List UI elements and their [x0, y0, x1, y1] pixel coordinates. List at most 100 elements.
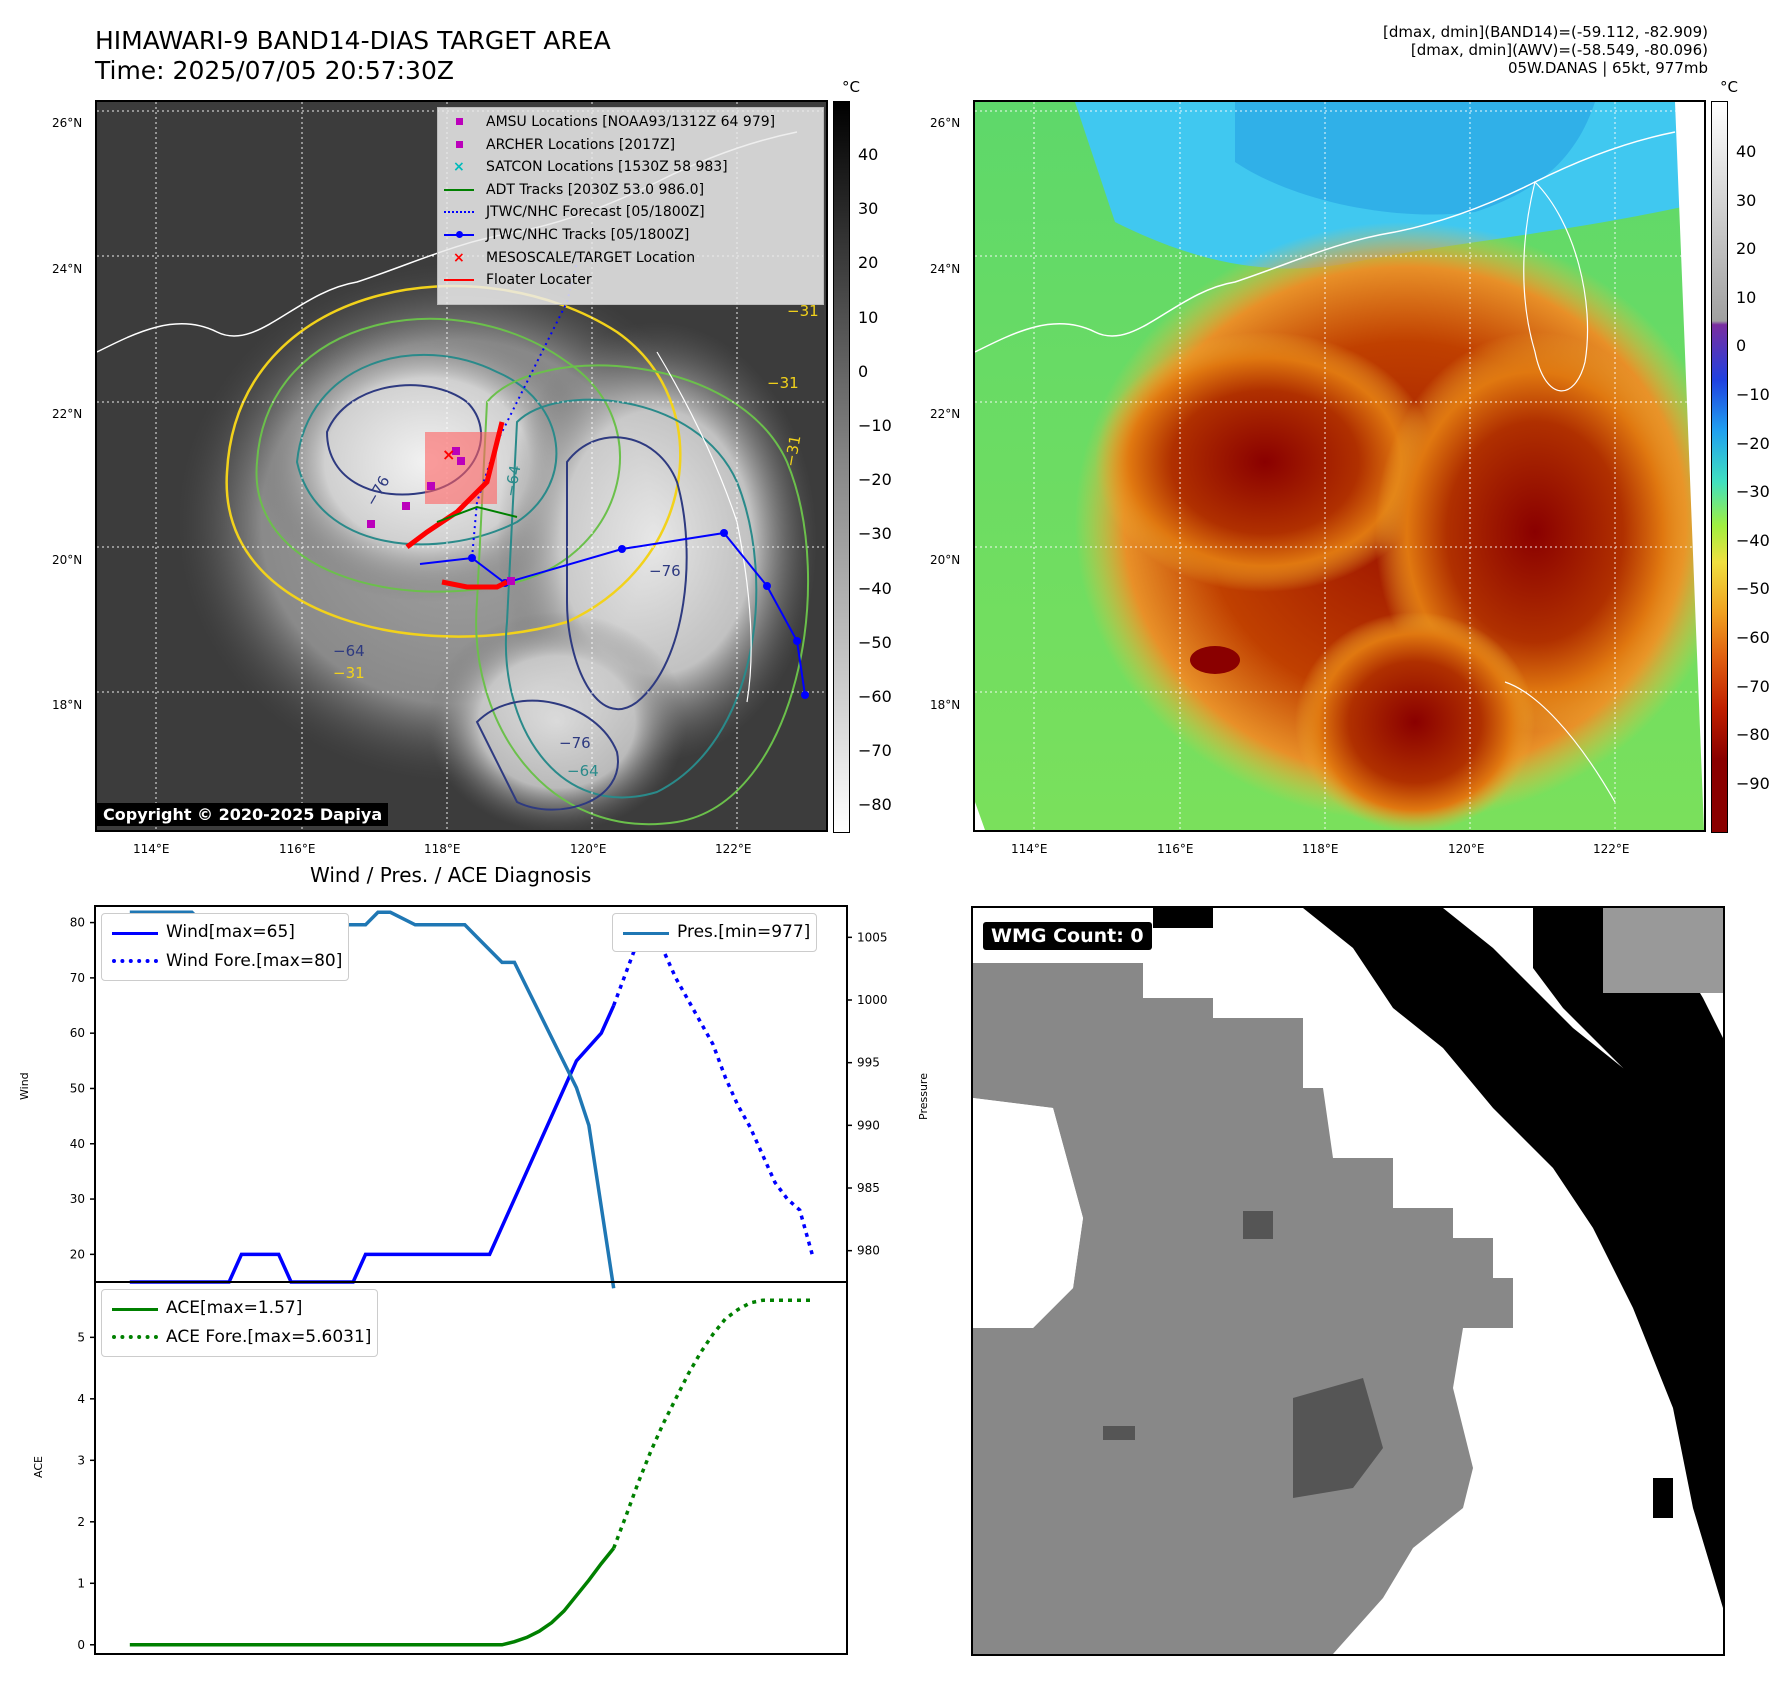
- diagnosis-title: Wind / Pres. / ACE Diagnosis: [310, 863, 592, 887]
- contour-label: −76: [559, 734, 591, 752]
- lon-label: 118°E: [424, 842, 461, 856]
- colorbar-tick-label: 20: [858, 253, 879, 273]
- title-line-2: Time: 2025/07/05 20:57:30Z: [95, 56, 454, 85]
- legend-wind-label: Wind[max=65]: [166, 922, 295, 942]
- track-dot-icon: [456, 230, 463, 238]
- wind-ytick-label: 30: [70, 1192, 85, 1206]
- satcon-marker-icon: ×: [453, 159, 465, 176]
- forecast-line-icon: [444, 211, 474, 214]
- ace-ytick-label: 4: [77, 1392, 85, 1406]
- wind-ytick-label: 80: [70, 916, 85, 930]
- ace-ytick-label: 2: [77, 1515, 85, 1529]
- lon-label: 118°E: [1302, 842, 1339, 856]
- legend-amsu: AMSU Locations [NOAA93/1312Z 64 979]: [438, 111, 823, 134]
- colorbar-tick-label: 30: [1736, 190, 1757, 210]
- floater-line-icon: [444, 279, 474, 282]
- storm-info: [dmax, dmin](BAND14)=(-59.112, -82.909) …: [1383, 23, 1708, 77]
- lat-label: 26°N: [930, 116, 961, 130]
- lat-label: 22°N: [930, 407, 961, 421]
- legend-ace-label: ACE[max=1.57]: [166, 1298, 303, 1318]
- adt-line-icon: [444, 188, 474, 191]
- ace-fore-line-icon: [112, 1335, 158, 1339]
- info-line-1: [dmax, dmin](BAND14)=(-59.112, -82.909): [1383, 23, 1708, 41]
- lat-label: 26°N: [52, 116, 83, 130]
- ace-line-icon: [112, 1308, 158, 1311]
- archer-marker-icon: [456, 140, 463, 148]
- colorbar-tick-label: −10: [1736, 385, 1770, 404]
- ace-plot-frame: [94, 1281, 848, 1655]
- legend-pressure: Pres.[min=977]: [619, 918, 810, 947]
- legend-ace: ACE[max=1.57]: [108, 1294, 371, 1323]
- legend-wind: Wind[max=65]: [108, 918, 342, 947]
- wind-ylabel: Wind: [18, 1072, 31, 1100]
- lon-label: 122°E: [715, 842, 752, 856]
- lat-label: 24°N: [52, 262, 83, 276]
- pressure-ytick-label: 995: [857, 1056, 880, 1070]
- wind-ytick-label: 70: [70, 971, 85, 985]
- colorbar-tick-label: 0: [858, 361, 869, 381]
- colorbar-tick-label: 20: [1736, 239, 1757, 259]
- ace-ytick-label: 5: [77, 1330, 85, 1344]
- wind-line-icon: [112, 932, 158, 935]
- colorbar-tick-label: −20: [858, 470, 892, 490]
- lon-label: 114°E: [1011, 842, 1048, 856]
- svg-text:×: ×: [442, 445, 455, 464]
- colorbar-tick-label: −30: [1736, 482, 1770, 502]
- colorbar-tick-label: −80: [1736, 725, 1770, 745]
- colorbar-tick-label: −30: [858, 524, 892, 544]
- legend-ace-forecast: ACE Fore.[max=5.6031]: [108, 1323, 371, 1352]
- contour-label: −64: [567, 762, 599, 780]
- copyright-badge: Copyright © 2020-2025 Dapiya: [97, 803, 389, 826]
- lat-label: 18°N: [930, 698, 961, 712]
- info-line-3: 05W.DANAS | 65kt, 977mb: [1507, 59, 1708, 77]
- legend-adt: ADT Tracks [2030Z 53.0 986.0]: [438, 179, 823, 202]
- colorbar-tick-label: 40: [858, 145, 879, 164]
- colorbar-tick-label: 10: [858, 307, 879, 327]
- mesoscale-marker-icon: ×: [453, 249, 465, 266]
- contour-label: −31: [767, 374, 799, 392]
- legend-mesoscale-label: MESOSCALE/TARGET Location: [486, 249, 696, 266]
- pressure-line-icon: [623, 932, 669, 935]
- lon-label: 114°E: [133, 842, 170, 856]
- awv-map-panel: [973, 100, 1706, 832]
- colorbar-tick-label: 40: [1736, 142, 1757, 161]
- colorbar-tick-label: −40: [1736, 530, 1770, 550]
- lat-label: 20°N: [930, 553, 961, 567]
- colorbar-tick-label: −90: [1736, 773, 1770, 793]
- legend-adt-label: ADT Tracks [2030Z 53.0 986.0]: [486, 181, 705, 198]
- wind-ytick-label: 40: [70, 1137, 85, 1151]
- wind-legend: Wind[max=65] Wind Fore.[max=80]: [101, 913, 350, 981]
- legend-jtwc-forecast: JTWC/NHC Forecast [05/1800Z]: [438, 201, 823, 224]
- ace-ytick-label: 3: [77, 1453, 85, 1467]
- legend-wind-forecast: Wind Fore.[max=80]: [108, 947, 342, 976]
- info-line-2: [dmax, dmin](AWV)=(-58.549, -80.096): [1410, 41, 1708, 59]
- legend-mesoscale: × MESOSCALE/TARGET Location: [438, 247, 823, 270]
- legend-pressure-label: Pres.[min=977]: [677, 922, 811, 942]
- colorbar-tick-label: −40: [858, 578, 892, 598]
- pressure-ytick-label: 1005: [857, 930, 888, 944]
- ir-map-panel: × AMSU Locations [NOAA93/1312Z 64 979] A…: [95, 100, 828, 832]
- pressure-legend: Pres.[min=977]: [612, 913, 818, 952]
- wmg-count-badge: WMG Count: 0: [983, 922, 1152, 950]
- legend-floater: Floater Locater: [438, 269, 823, 292]
- lon-label: 120°E: [1448, 842, 1485, 856]
- left-colorbar-unit: °C: [842, 78, 860, 96]
- pressure-ytick-label: 980: [857, 1244, 880, 1258]
- colorbar-tick-label: −80: [858, 795, 892, 815]
- pressure-ytick-label: 1000: [857, 993, 888, 1007]
- wmg-panel: WMG Count: 0: [971, 906, 1725, 1656]
- title-line-1: HIMAWARI-9 BAND14-DIAS TARGET AREA: [95, 26, 611, 55]
- lon-label: 120°E: [570, 842, 607, 856]
- map-legend: AMSU Locations [NOAA93/1312Z 64 979] ARC…: [437, 107, 824, 305]
- right-colorbar: [1711, 101, 1728, 833]
- right-colorbar-unit: °C: [1720, 78, 1738, 96]
- colorbar-tick-label: −60: [858, 687, 892, 706]
- colorbar-tick-label: −10: [858, 416, 892, 435]
- colorbar-tick-label: −70: [1736, 676, 1770, 696]
- wmg-image: [973, 908, 1723, 1654]
- pressure-ytick-label: 985: [857, 1181, 880, 1195]
- colorbar-tick-label: −60: [1736, 628, 1770, 647]
- lon-label: 116°E: [1157, 842, 1194, 856]
- lat-label: 22°N: [52, 407, 83, 421]
- colorbar-tick-label: −50: [1736, 579, 1770, 599]
